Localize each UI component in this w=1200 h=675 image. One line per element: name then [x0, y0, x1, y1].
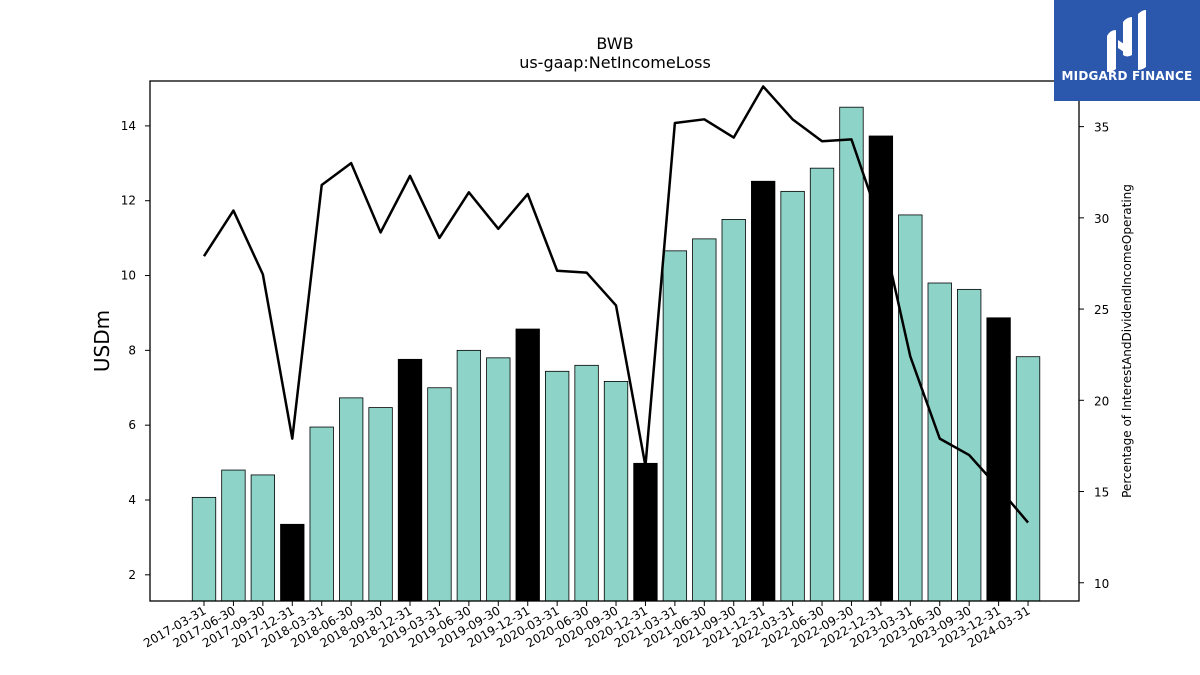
bar: [368, 407, 393, 602]
line-path: [202, 85, 1029, 524]
bar: [456, 349, 482, 602]
bar: [809, 167, 835, 602]
chart-subtitle: us-gaap:NetIncomeLoss: [519, 53, 711, 72]
y-tick-label: 8: [128, 343, 136, 357]
bar: [397, 358, 423, 602]
y-tick-label: 14: [121, 119, 136, 133]
bar-series: [191, 106, 1041, 602]
bar: [545, 370, 570, 602]
y-tick-label: 12: [121, 194, 136, 208]
left-axis: 2 4 6 8 10 12 14: [121, 119, 150, 582]
logo-text: MIDGARD FINANCE: [1061, 69, 1193, 83]
y2-tick-label: 20: [1094, 394, 1109, 408]
plot-frame: [149, 80, 1080, 602]
bar: [957, 288, 982, 602]
bar: [280, 523, 305, 602]
y2-axis-label: Percentage of InterestAndDividendIncomeO…: [1120, 184, 1134, 498]
bar: [868, 135, 894, 602]
bar: [751, 180, 776, 602]
line-series: [202, 85, 1029, 524]
bar: [603, 380, 629, 602]
bar: [486, 357, 511, 602]
bar: [662, 250, 688, 602]
bar: [898, 214, 923, 602]
x-axis: 2017-03-312017-06-302017-09-302017-12-31…: [141, 601, 1033, 650]
bar: [780, 190, 805, 602]
bar: [515, 328, 540, 602]
bar: [427, 387, 452, 602]
y2-tick-label: 30: [1094, 212, 1109, 226]
bar: [221, 469, 246, 602]
bar: [721, 219, 746, 602]
right-axis: 10 15 20 25 30 35: [1079, 121, 1109, 591]
chart-title: BWB: [596, 34, 633, 53]
brand-logo: MIDGARD FINANCE: [1054, 0, 1200, 101]
y2-tick-label: 35: [1094, 121, 1109, 135]
y2-tick-label: 25: [1094, 303, 1109, 317]
y2-tick-label: 15: [1094, 486, 1109, 500]
bar: [338, 397, 364, 602]
bar: [986, 317, 1011, 602]
bar: [574, 364, 599, 602]
bar: [309, 426, 334, 602]
bar: [1015, 356, 1041, 602]
bar: [633, 462, 658, 602]
y-axis-label: USDm: [90, 310, 114, 372]
midgard-logo-icon: [1107, 10, 1146, 72]
bar: [839, 106, 864, 602]
y-tick-label: 6: [128, 418, 136, 432]
y-tick-label: 10: [121, 269, 136, 283]
bar: [191, 496, 217, 602]
bar: [692, 238, 717, 602]
y-tick-label: 2: [128, 568, 136, 582]
y-tick-label: 4: [128, 493, 136, 507]
bar: [250, 474, 276, 602]
y2-tick-label: 10: [1094, 577, 1109, 591]
